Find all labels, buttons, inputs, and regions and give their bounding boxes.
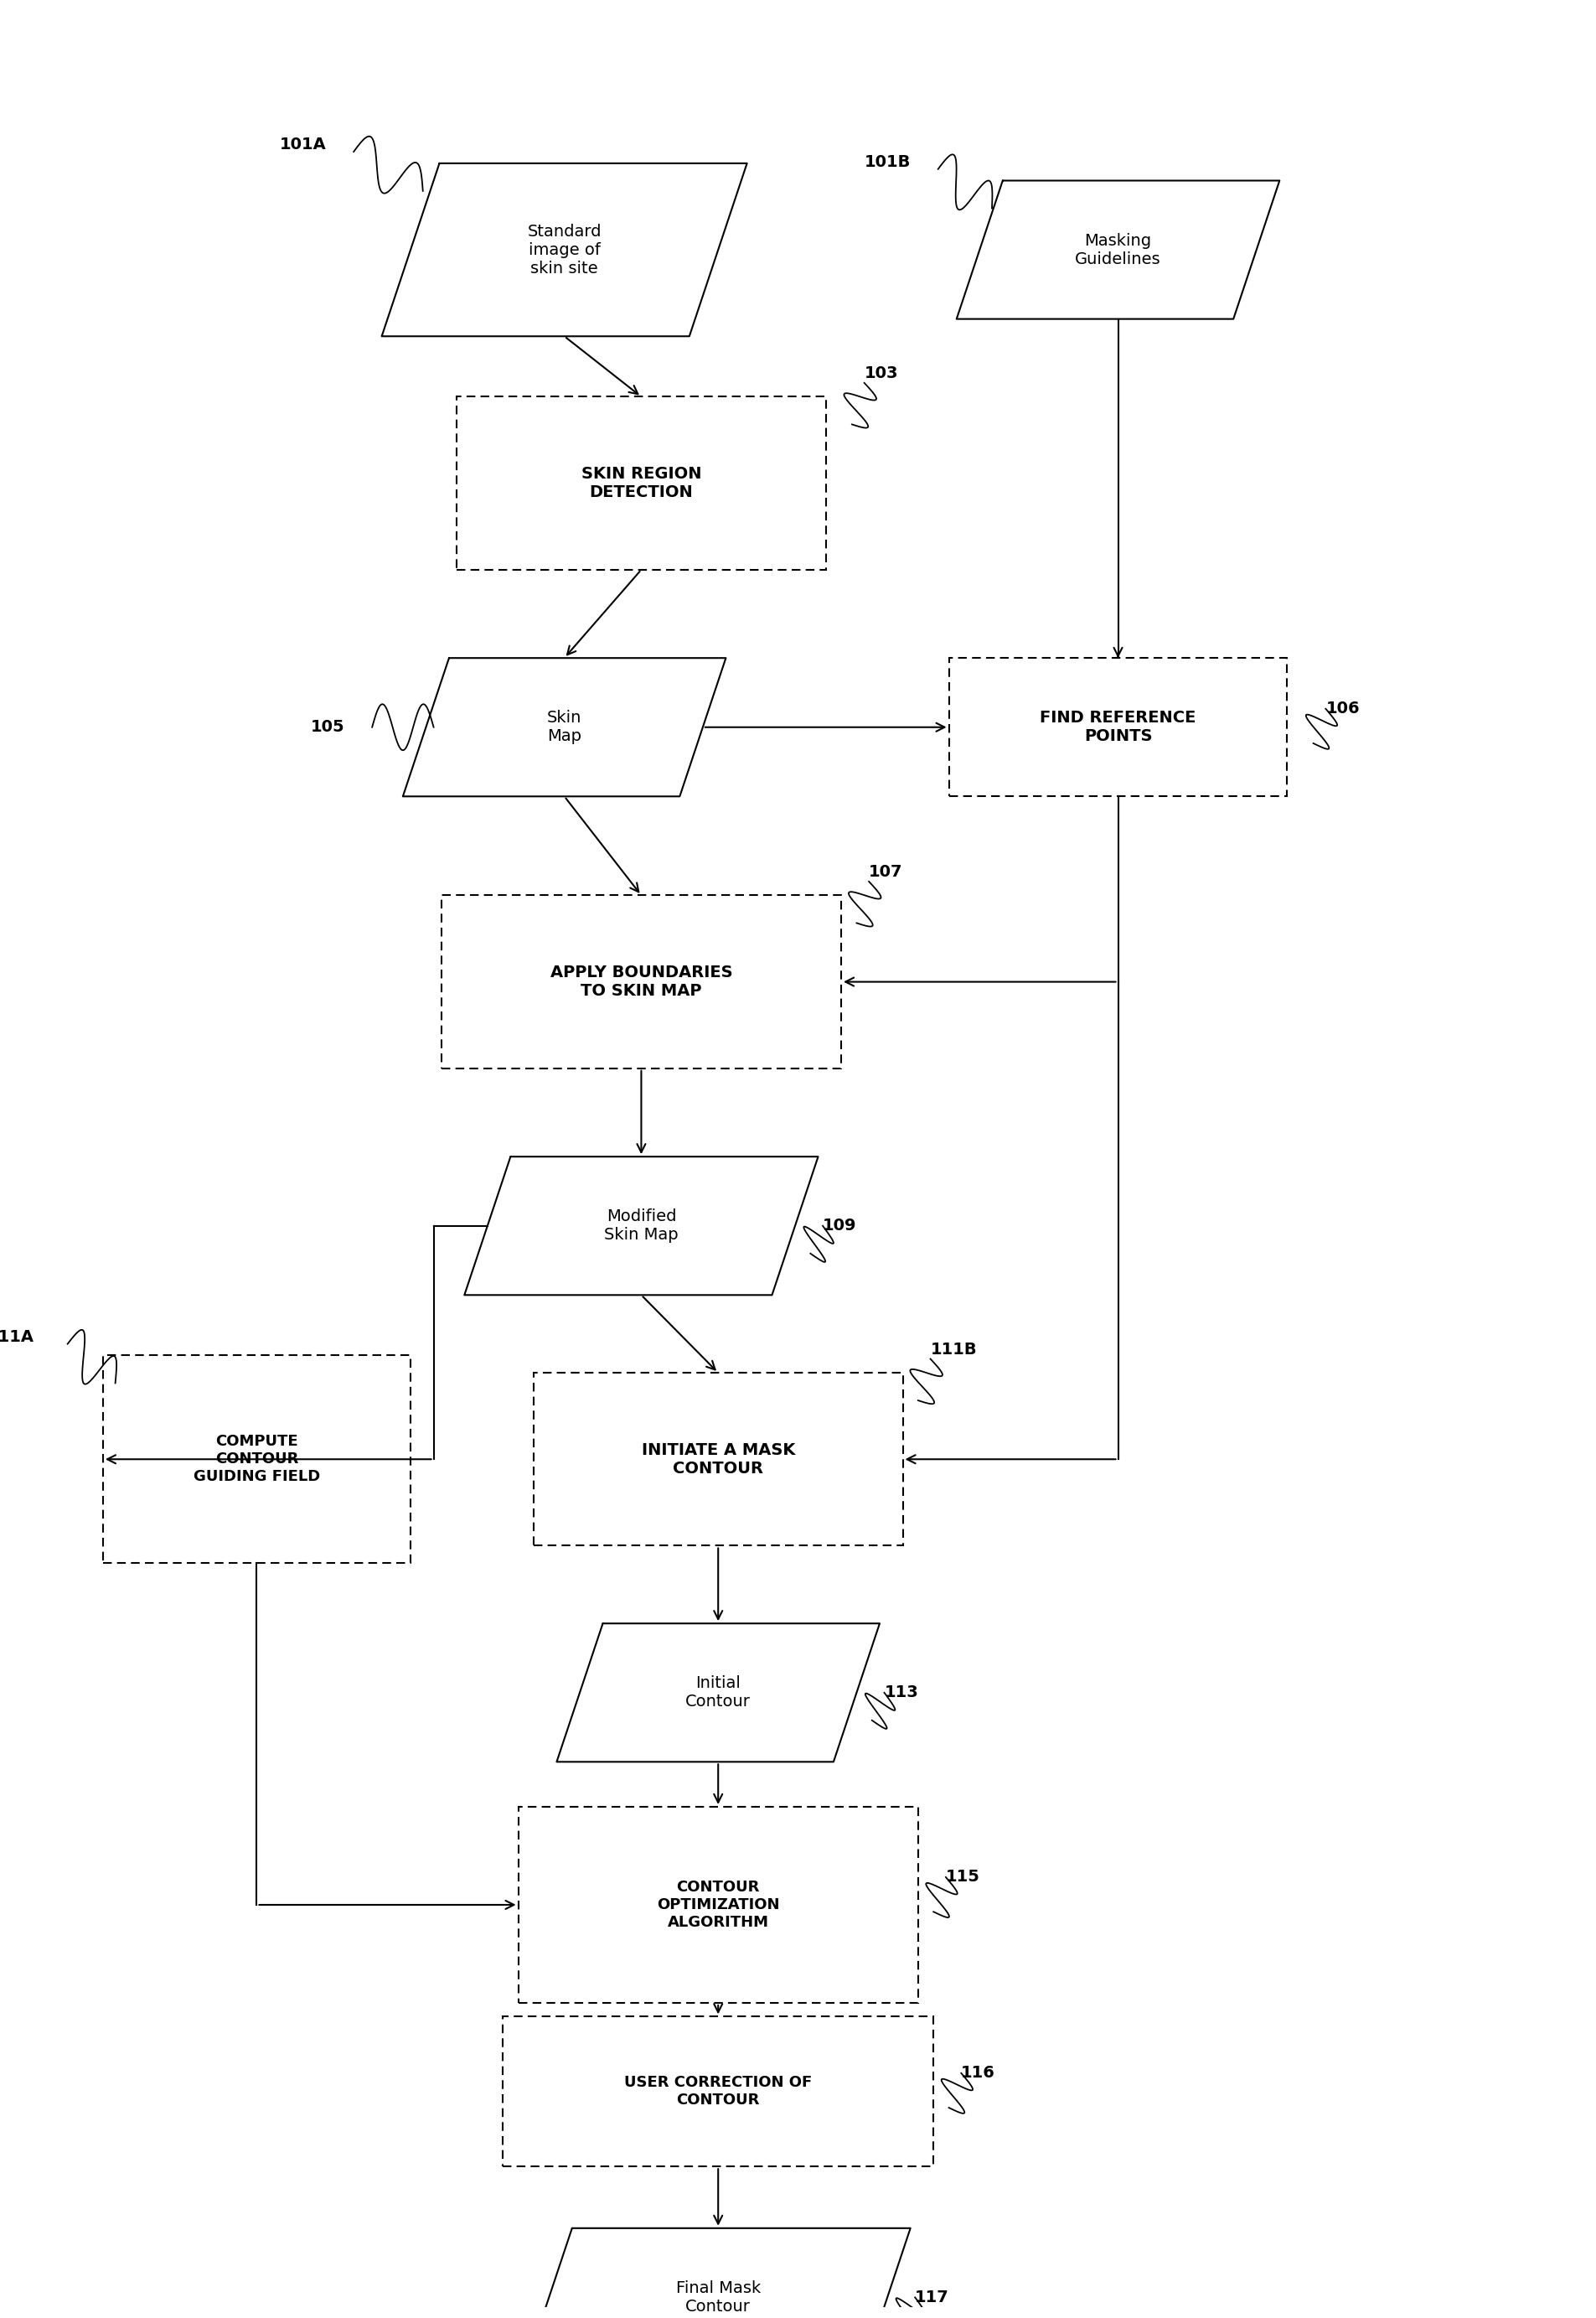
- Bar: [519, 1806, 918, 2003]
- Text: 113: 113: [884, 1685, 918, 1701]
- Text: 111B: 111B: [930, 1342, 977, 1358]
- Text: Modified
Skin Map: Modified Skin Map: [605, 1208, 678, 1242]
- Bar: [503, 2017, 934, 2167]
- Text: Masking
Guidelines: Masking Guidelines: [1076, 232, 1160, 267]
- Text: Final Mask
Contour: Final Mask Contour: [675, 2281, 761, 2316]
- Text: 105: 105: [311, 719, 345, 735]
- Text: Standard
image of
skin site: Standard image of skin site: [527, 223, 602, 276]
- Text: Skin
Map: Skin Map: [547, 709, 581, 744]
- Text: CONTOUR
OPTIMIZATION
ALGORITHM: CONTOUR OPTIMIZATION ALGORITHM: [658, 1880, 779, 1931]
- Text: SKIN REGION
DETECTION: SKIN REGION DETECTION: [581, 466, 701, 501]
- Bar: [456, 396, 825, 570]
- Text: 106: 106: [1326, 700, 1360, 716]
- Text: 101B: 101B: [865, 155, 911, 169]
- Text: 111A: 111A: [0, 1328, 35, 1344]
- Text: 116: 116: [961, 2065, 996, 2082]
- Text: APPLY BOUNDARIES
TO SKIN MAP: APPLY BOUNDARIES TO SKIN MAP: [551, 964, 733, 999]
- Text: 109: 109: [824, 1217, 857, 1233]
- Text: 101A: 101A: [279, 137, 327, 153]
- Bar: [442, 895, 841, 1069]
- Text: 103: 103: [865, 366, 899, 382]
- Text: INITIATE A MASK
CONTOUR: INITIATE A MASK CONTOUR: [642, 1442, 795, 1477]
- Text: Initial
Contour: Initial Contour: [686, 1676, 750, 1711]
- Text: 107: 107: [868, 865, 903, 881]
- Text: USER CORRECTION OF
CONTOUR: USER CORRECTION OF CONTOUR: [624, 2075, 812, 2107]
- Text: COMPUTE
CONTOUR
GUIDING FIELD: COMPUTE CONTOUR GUIDING FIELD: [193, 1435, 321, 1484]
- Text: FIND REFERENCE
POINTS: FIND REFERENCE POINTS: [1041, 709, 1195, 744]
- Text: 115: 115: [946, 1868, 980, 1885]
- Bar: [950, 658, 1288, 797]
- Bar: [104, 1356, 410, 1562]
- Bar: [533, 1372, 903, 1546]
- Text: 117: 117: [915, 2290, 950, 2306]
